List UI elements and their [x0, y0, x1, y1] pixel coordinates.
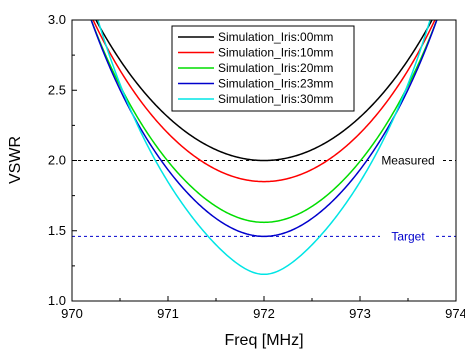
series-line: [90, 20, 438, 224]
legend-label: Simulation_Iris:00mm: [218, 30, 333, 44]
y-tick-label: 1.5: [48, 223, 66, 238]
y-axis-title: VSWR: [7, 136, 24, 184]
series-line: [97, 20, 431, 276]
legend-label: Simulation_Iris:30mm: [218, 92, 333, 106]
y-tick-label: 1.0: [48, 293, 66, 308]
legend: Simulation_Iris:00mm Simulation_Iris:10mm…: [171, 25, 355, 112]
x-tick-label: 971: [157, 306, 179, 321]
legend-label: Simulation_Iris:20mm: [218, 61, 333, 75]
curves: [90, 20, 438, 276]
x-tick-label: 970: [61, 306, 83, 321]
x-axis-title: Freq [MHz]: [224, 332, 303, 349]
x-tick-label: 974: [445, 306, 465, 321]
reference-lines: Measured Target: [72, 154, 456, 243]
x-tick-label: 973: [349, 306, 371, 321]
y-tick-label: 2.5: [48, 82, 66, 97]
series-line: [95, 20, 433, 162]
series-line: [92, 20, 436, 183]
legend-label: Simulation_Iris:23mm: [218, 77, 333, 91]
y-tick-label: 2.0: [48, 153, 66, 168]
reference-label: Target: [391, 229, 425, 243]
y-tick-label: 3.0: [48, 12, 66, 27]
x-tick-label: 972: [253, 306, 275, 321]
legend-label: Simulation_Iris:10mm: [218, 46, 333, 60]
reference-label: Measured: [381, 154, 434, 168]
axes: 970 971 972 973 974 1.0 1.5 2.0 2.5 3.0: [48, 12, 465, 321]
